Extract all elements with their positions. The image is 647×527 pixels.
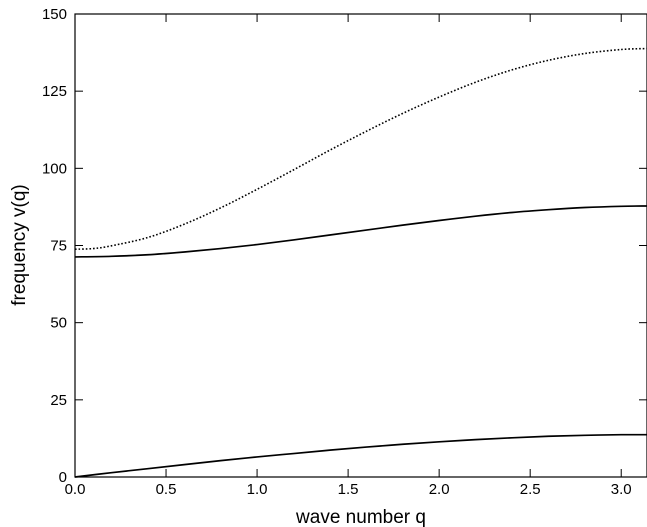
x-tick-label: 1.0 bbox=[247, 481, 268, 498]
y-tick-label: 75 bbox=[50, 238, 67, 255]
series-line-2 bbox=[74, 205, 647, 258]
y-axis-title: frequency v(q) bbox=[9, 184, 30, 305]
series-layer bbox=[74, 47, 647, 478]
y-tick-label: 25 bbox=[50, 392, 67, 409]
x-axis-title: wave number q bbox=[295, 507, 426, 527]
plot-frame bbox=[74, 13, 647, 478]
x-tick-label: 3.0 bbox=[611, 481, 632, 498]
y-tick-label: 50 bbox=[50, 315, 67, 332]
x-tick-label: 2.0 bbox=[429, 481, 450, 498]
y-tick-label: 0 bbox=[59, 469, 67, 486]
x-tick-label: 0.0 bbox=[65, 481, 86, 498]
x-tick-label: 2.5 bbox=[520, 481, 541, 498]
x-tick-label: 0.5 bbox=[156, 481, 177, 498]
series-line-3 bbox=[74, 47, 647, 250]
y-tick-label: 150 bbox=[42, 6, 67, 23]
series-line-1 bbox=[74, 433, 647, 478]
axis-ticks: 0.0 0.5 1.0 1.5 2.0 2.5 3.0 0 25 50 75 100 125 150 bbox=[42, 6, 647, 498]
y-tick-label: 100 bbox=[42, 160, 67, 177]
x-tick-label: 1.5 bbox=[338, 481, 359, 498]
y-tick-label: 125 bbox=[42, 83, 67, 100]
